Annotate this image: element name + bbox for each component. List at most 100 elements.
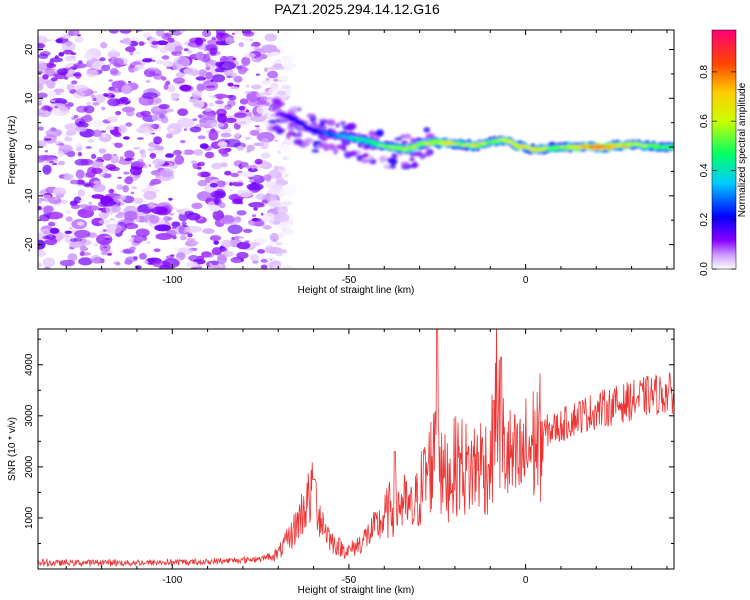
spectrogram-noise-blob [79, 199, 86, 203]
spectrogram-ridge-halo [271, 100, 281, 106]
spectrogram-noise-blob [250, 43, 255, 47]
spectrogram-noise-blob [147, 88, 156, 93]
spectrogram-noise-blob [100, 251, 108, 256]
spectrogram-ridge-halo [360, 158, 371, 164]
spectrogram-noise-blob [202, 80, 219, 92]
spectrogram-noise-blob [217, 141, 228, 147]
spectrogram-noise-blob [241, 56, 251, 66]
spectrogram-noise-blob [163, 84, 169, 90]
spectrogram-noise-blob [107, 98, 121, 107]
spectrogram-noise-blob [273, 236, 279, 240]
spectrogram-noise-blob [45, 39, 52, 42]
spectrogram-noise-blob [262, 225, 272, 230]
spectrogram-noise-blob [107, 253, 112, 256]
spectrogram-noise-blob [276, 249, 288, 254]
spectrogram-noise-blob [61, 199, 68, 204]
spectrogram-noise-blob [68, 31, 74, 37]
spectrogram-noise-blob [202, 30, 212, 38]
spectrogram-noise-blob [255, 193, 266, 201]
spectrogram-noise-blob [41, 105, 49, 111]
spectrogram-ridge-cell [571, 145, 579, 147]
spectrogram-noise-blob [92, 102, 100, 106]
spectrogram-ridge-halo [296, 130, 302, 138]
spectrogram-noise-blob [249, 242, 261, 247]
spectrogram-ridge-cell [285, 116, 293, 118]
spectrogram-noise-blob [205, 62, 209, 66]
spectrogram-noise-blob [283, 67, 292, 72]
spectrogram-noise-blob [42, 194, 52, 200]
spectrogram-ridge-cell [364, 138, 371, 142]
spectrogram-noise-blob [126, 42, 132, 45]
spectrogram-noise-blob [38, 92, 48, 99]
spectrogram-noise-blob [223, 138, 241, 148]
spectrogram-axes: -100 -50 0 20 10 0 -10 -20 [24, 30, 674, 286]
spectrogram-noise-blob [166, 84, 176, 93]
spectrogram-noise-blob [140, 153, 147, 159]
spectrogram-noise-blob [77, 221, 84, 226]
spectrogram-noise-blob [40, 197, 44, 201]
spectrogram-noise-blob [137, 137, 144, 140]
spectrogram-noise-blob [277, 90, 287, 96]
spectrogram-noise-blob [183, 128, 187, 131]
spectrogram-noise-blob [106, 116, 118, 123]
snr-series-line [38, 329, 674, 568]
spectrogram-ridge-cell [372, 142, 379, 144]
spectrogram-noise-blob [245, 109, 249, 113]
spectrogram-noise-blob [54, 197, 58, 200]
spectrogram-noise-blob [49, 102, 66, 109]
spectrogram-noise-blob [42, 74, 49, 80]
spectrogram-noise-blob [105, 164, 117, 170]
spectrogram-y-label: Frequency (Hz) [7, 116, 18, 185]
spectrogram-noise-blob [164, 33, 169, 37]
spectrogram-noise-blob [74, 36, 84, 43]
spectrogram-noise-blob [75, 169, 85, 179]
spectrogram-noise-blob [113, 261, 120, 265]
spectrogram-noise-blob [192, 118, 198, 121]
spectrogram-noise-blob [205, 66, 211, 71]
spectrogram-noise-blob [100, 195, 113, 204]
spectrogram-noise-blob [167, 37, 175, 43]
spectrogram-noise-blob [274, 58, 282, 63]
spectrogram-noise-blob [72, 62, 87, 69]
spectrogram-noise-blob [55, 92, 62, 96]
spectrogram-noise-blob [244, 91, 253, 94]
spectrogram-noise-blob [277, 79, 282, 82]
spectrogram-noise-blob [230, 72, 237, 79]
spectrogram-noise-blob [167, 123, 182, 135]
spectrogram-noise-blob [116, 184, 124, 191]
spectrogram-noise-blob [133, 197, 144, 204]
spectrogram-noise-blob [91, 160, 104, 168]
spectrogram-noise-blob [99, 57, 106, 62]
spectrogram-noise-blob [66, 83, 75, 92]
spectrogram-noise-blob [124, 223, 139, 230]
spectrogram-noise-blob [234, 132, 241, 138]
spectrogram-noise-blob [248, 201, 265, 208]
snr-y-label: SNR (10 * v/v) [7, 417, 18, 481]
spectrogram-noise-blob [257, 249, 266, 254]
spectrogram-noise-blob [284, 173, 290, 176]
spectrogram-noise-blob [269, 194, 277, 202]
snr-series-layer [38, 329, 674, 568]
spectrogram-noise-blob [112, 57, 124, 68]
y-tick-label: 10 [24, 92, 35, 104]
spectrogram-noise-blob [70, 204, 80, 210]
spectrogram-noise-blob [124, 150, 135, 159]
spectrogram-noise-blob [186, 238, 196, 243]
spectrogram-noise-blob [225, 36, 234, 45]
spectrogram-noise-layer [38, 30, 299, 269]
spectrogram-noise-blob [269, 259, 273, 261]
spectrogram-noise-blob [125, 46, 136, 53]
snr-x-label: Height of straight line (km) [298, 585, 415, 596]
spectrogram-ridge-halo [375, 129, 385, 137]
spectrogram-noise-blob [110, 155, 120, 164]
spectrogram-noise-blob [56, 68, 69, 76]
spectrogram-noise-blob [143, 190, 157, 200]
spectrogram-noise-blob [80, 158, 94, 166]
spectrogram-noise-blob [180, 139, 186, 144]
spectrogram-noise-blob [208, 102, 215, 107]
spectrogram-noise-blob [275, 241, 283, 246]
spectrogram-noise-blob [241, 252, 248, 255]
spectrogram-noise-blob [109, 67, 119, 75]
spectrogram-ridge-halo [356, 154, 363, 162]
